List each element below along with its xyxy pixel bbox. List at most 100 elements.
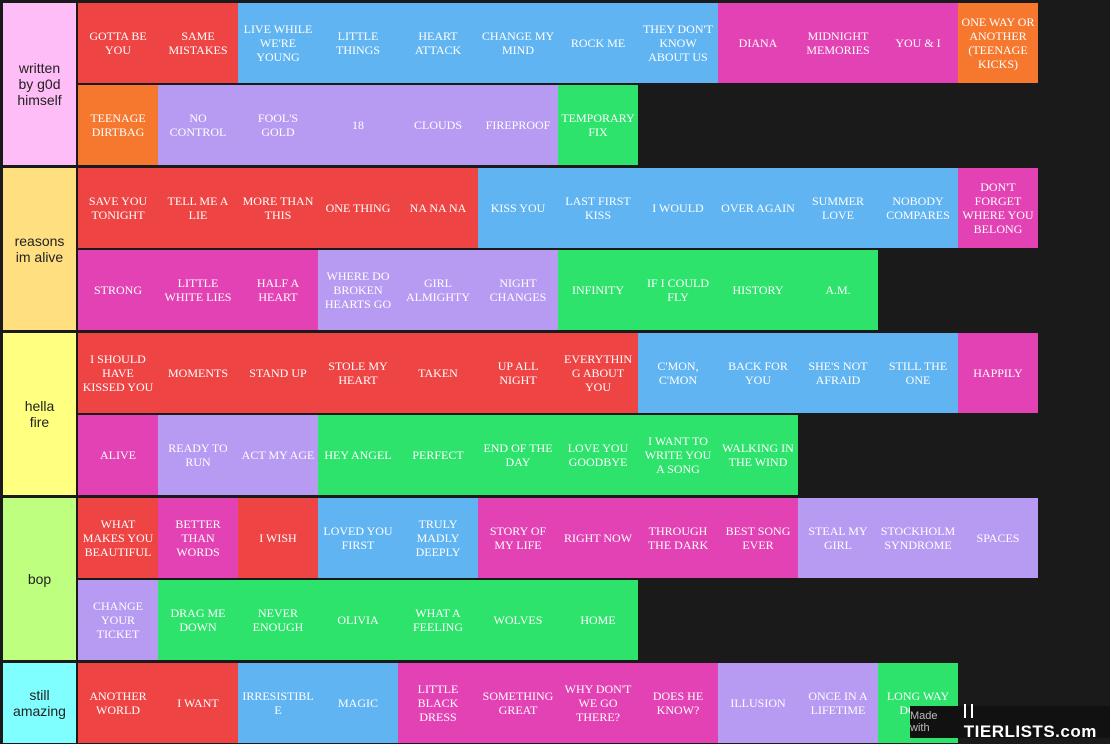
tier-item[interactable]: LITTLE WHITE LIES — [158, 250, 238, 330]
tier-item[interactable]: WHAT A FEELING — [398, 580, 478, 660]
tier-item[interactable]: HALF A HEART — [238, 250, 318, 330]
tier-item[interactable]: NEVER ENOUGH — [238, 580, 318, 660]
tier-item[interactable]: PERFECT — [398, 415, 478, 495]
tier-item[interactable]: LITTLE THINGS — [318, 3, 398, 83]
tier-item[interactable]: HEART ATTACK — [398, 3, 478, 83]
tier-item[interactable]: I WANT — [158, 663, 238, 743]
tier-item[interactable]: ONCE IN A LIFETIME — [798, 663, 878, 743]
tier-item[interactable]: MORE THAN THIS — [238, 168, 318, 248]
tier-item[interactable]: IRRESISTIBLE — [238, 663, 318, 743]
tier-item[interactable]: OVER AGAIN — [718, 168, 798, 248]
tier-item[interactable]: C'MON, C'MON — [638, 333, 718, 413]
tier-item[interactable]: ACT MY AGE — [238, 415, 318, 495]
tier-item[interactable]: WOLVES — [478, 580, 558, 660]
tier-item[interactable]: CHANGE YOUR TICKET — [78, 580, 158, 660]
tier-item[interactable]: LIVE WHILE WE'RE YOUNG — [238, 3, 318, 83]
tier-item[interactable]: NO CONTROL — [158, 85, 238, 165]
tier-row: reasons im alive SAVE YOU TONIGHT TELL ME … — [0, 165, 1110, 331]
tier-item[interactable]: KISS YOU — [478, 168, 558, 248]
tier-item[interactable]: STILL THE ONE — [878, 333, 958, 413]
tier-item[interactable]: GOTTA BE YOU — [78, 3, 158, 83]
tier-item[interactable]: SHE'S NOT AFRAID — [798, 333, 878, 413]
tier-item[interactable]: BEST SONG EVER — [718, 498, 798, 578]
tier-item[interactable]: THROUGH THE DARK — [638, 498, 718, 578]
tier-item[interactable]: ANOTHER WORLD — [78, 663, 158, 743]
tier-label[interactable]: written by g0d himself — [3, 3, 76, 165]
tier-item[interactable]: READY TO RUN — [158, 415, 238, 495]
tier-item[interactable]: SUMMER LOVE — [798, 168, 878, 248]
tier-item[interactable]: SAVE YOU TONIGHT — [78, 168, 158, 248]
tier-item[interactable]: STOCKHOLM SYNDROME — [878, 498, 958, 578]
tier-item[interactable]: I WANT TO WRITE YOU A SONG — [638, 415, 718, 495]
tier-item[interactable]: DIANA — [718, 3, 798, 83]
tier-item[interactable]: LITTLE BLACK DRESS — [398, 663, 478, 743]
tier-item[interactable]: TEMPORARY FIX — [558, 85, 638, 165]
tier-item[interactable]: BACK FOR YOU — [718, 333, 798, 413]
tier-item[interactable]: ILLUSION — [718, 663, 798, 743]
tier-item[interactable]: TEENAGE DIRTBAG — [78, 85, 158, 165]
tier-item[interactable]: THEY DON'T KNOW ABOUT US — [638, 3, 718, 83]
tier-item[interactable]: UP ALL NIGHT — [478, 333, 558, 413]
tier-row: still amazing ANOTHER WORLD I WANT IRRESIST… — [0, 660, 1110, 744]
tier-item[interactable]: MIDNIGHT MEMORIES — [798, 3, 878, 83]
tier-item[interactable]: DON'T FORGET WHERE YOU BELONG — [958, 168, 1038, 248]
tier-item[interactable]: MAGIC — [318, 663, 398, 743]
tier-item[interactable]: ALIVE — [78, 415, 158, 495]
tier-item[interactable]: WHY DON'T WE GO THERE? — [558, 663, 638, 743]
tier-item[interactable]: MOMENTS — [158, 333, 238, 413]
tier-item[interactable]: CHANGE MY MIND — [478, 3, 558, 83]
tier-label[interactable]: bop — [3, 498, 76, 660]
tier-item[interactable]: NA NA NA — [398, 168, 478, 248]
tier-item[interactable]: IF I COULD FLY — [638, 250, 718, 330]
tier-item[interactable]: LAST FIRST KISS — [558, 168, 638, 248]
tier-item[interactable]: TRULY MADLY DEEPLY — [398, 498, 478, 578]
tier-item[interactable]: LOVE YOU GOODBYE — [558, 415, 638, 495]
tier-item[interactable]: LOVED YOU FIRST — [318, 498, 398, 578]
tier-item[interactable]: SPACES — [958, 498, 1038, 578]
tier-item[interactable]: STAND UP — [238, 333, 318, 413]
tier-item[interactable]: SOMETHING GREAT — [478, 663, 558, 743]
tier-item[interactable]: 18 — [318, 85, 398, 165]
tier-item[interactable]: STORY OF MY LIFE — [478, 498, 558, 578]
tier-item[interactable]: ROCK ME — [558, 3, 638, 83]
tier-item[interactable]: HEY ANGEL — [318, 415, 398, 495]
tier-item[interactable]: DOES HE KNOW? — [638, 663, 718, 743]
tier-item[interactable]: GIRL ALMIGHTY — [398, 250, 478, 330]
tier-item[interactable]: TELL ME A LIE — [158, 168, 238, 248]
tier-item[interactable]: FOOL'S GOLD — [238, 85, 318, 165]
tier-label[interactable]: still amazing — [3, 663, 76, 743]
tier-item[interactable]: END OF THE DAY — [478, 415, 558, 495]
tier-item[interactable]: HOME — [558, 580, 638, 660]
tier-item[interactable]: STOLE MY HEART — [318, 333, 398, 413]
tier-item[interactable]: YOU & I — [878, 3, 958, 83]
tier-item[interactable]: HISTORY — [718, 250, 798, 330]
tier-item[interactable]: I WOULD — [638, 168, 718, 248]
tier-item[interactable]: BETTER THAN WORDS — [158, 498, 238, 578]
tier-item[interactable]: A.M. — [798, 250, 878, 330]
tierlists-watermark[interactable]: Made with TIERLISTS.com — [910, 704, 1110, 741]
tier-item[interactable]: RIGHT NOW — [558, 498, 638, 578]
tier-item[interactable]: HAPPILY — [958, 333, 1038, 413]
tier-item[interactable]: ONE WAY OR ANOTHER (TEENAGE KICKS) — [958, 3, 1038, 83]
tier-item[interactable]: CLOUDS — [398, 85, 478, 165]
tier-item[interactable]: STRONG — [78, 250, 158, 330]
tier-item[interactable]: TAKEN — [398, 333, 478, 413]
tier-item[interactable]: I WISH — [238, 498, 318, 578]
tier-item[interactable]: INFINITY — [558, 250, 638, 330]
tier-item[interactable]: WHERE DO BROKEN HEARTS GO — [318, 250, 398, 330]
tier-item[interactable]: EVERYTHING ABOUT YOU — [558, 333, 638, 413]
tier-item[interactable]: NIGHT CHANGES — [478, 250, 558, 330]
tier-label[interactable]: hella fire — [3, 333, 76, 495]
tier-item[interactable]: SAME MISTAKES — [158, 3, 238, 83]
tier-item[interactable]: DRAG ME DOWN — [158, 580, 238, 660]
tier-item[interactable]: WHAT MAKES YOU BEAUTIFUL — [78, 498, 158, 578]
tier-item[interactable]: FIREPROOF — [478, 85, 558, 165]
tier-item[interactable]: ONE THING — [318, 168, 398, 248]
tier-item[interactable]: I SHOULD HAVE KISSED YOU — [78, 333, 158, 413]
tier-item[interactable]: OLIVIA — [318, 580, 398, 660]
tier-item[interactable]: WALKING IN THE WIND — [718, 415, 798, 495]
tier-item[interactable]: STEAL MY GIRL — [798, 498, 878, 578]
tier-label[interactable]: reasons im alive — [3, 168, 76, 330]
tier-item[interactable]: NOBODY COMPARES — [878, 168, 958, 248]
